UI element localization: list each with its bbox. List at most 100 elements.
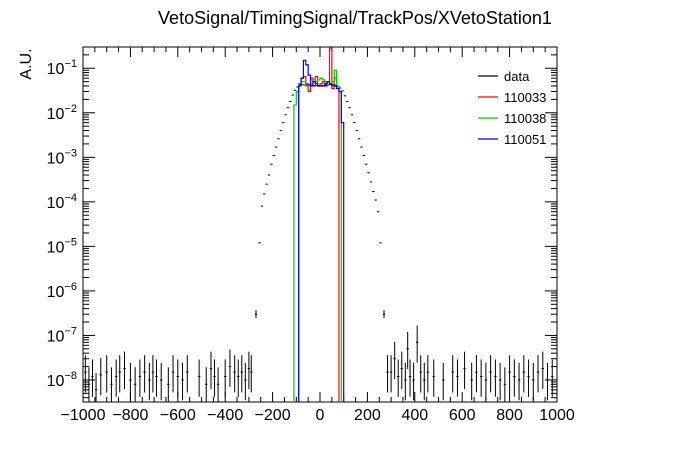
legend-label-110051: 110051 <box>504 132 546 147</box>
data-point <box>393 341 396 380</box>
data-point <box>197 359 201 397</box>
data-point <box>397 359 400 397</box>
legend: data 110033 110038 110051 <box>478 69 546 147</box>
data-point <box>536 355 540 393</box>
data-point <box>522 355 526 393</box>
data-point <box>527 359 530 397</box>
x-tick-label: −200 <box>255 407 291 424</box>
x-tick-label: 400 <box>401 407 428 424</box>
data-point <box>99 357 102 396</box>
data-point <box>404 363 407 401</box>
data-point <box>167 367 170 402</box>
data-point <box>412 363 415 401</box>
data-point <box>551 359 554 397</box>
data-point <box>442 363 445 401</box>
data-point <box>181 363 184 401</box>
data-point <box>244 363 247 401</box>
legend-label-110038: 110038 <box>504 111 546 126</box>
data-point <box>432 359 435 397</box>
data-point <box>138 359 142 397</box>
data-point <box>406 331 409 370</box>
data-point <box>408 359 412 397</box>
data-point <box>213 359 216 397</box>
x-tick-label: 0 <box>316 407 325 424</box>
data-point <box>419 355 422 393</box>
plot-area: −1000 −800 −600 −400 −200 0 200 400 600 800 1000 10… <box>47 46 575 424</box>
data-point <box>489 355 492 393</box>
y-tick-label: 10−5 <box>47 236 77 256</box>
data-point <box>205 367 208 402</box>
data-point <box>176 359 179 397</box>
data-point <box>237 359 240 397</box>
data-point <box>451 355 454 393</box>
y-tick-label: 10−2 <box>47 103 77 123</box>
y-tick-label: 10−6 <box>47 281 77 301</box>
x-tick-label: 200 <box>354 407 381 424</box>
data-point <box>171 355 175 393</box>
data-point <box>129 363 132 401</box>
data-point <box>151 355 155 393</box>
data-point <box>110 367 113 402</box>
data-point <box>508 355 511 393</box>
data-point <box>513 359 516 397</box>
legend-label-data: data <box>504 69 530 84</box>
data-point <box>94 372 98 402</box>
data-point <box>105 355 108 393</box>
data-point <box>254 310 258 319</box>
y-tick-label: 10−3 <box>47 147 77 167</box>
data-point <box>475 355 478 393</box>
data-point <box>87 367 91 402</box>
y-tick-label: 10−1 <box>47 58 77 78</box>
data-point <box>240 355 243 393</box>
data-point <box>541 351 544 389</box>
data-point <box>209 351 213 389</box>
data-point <box>143 355 146 393</box>
data-point <box>426 355 430 393</box>
chart-title: VetoSignal/TimingSignal/TrackPos/XVetoSt… <box>158 8 552 28</box>
x-tick-label: 800 <box>496 407 523 424</box>
y-tick-label: 10−4 <box>47 192 77 212</box>
data-point <box>216 367 220 402</box>
x-tick-label: −1000 <box>61 407 106 424</box>
data-point <box>470 363 473 401</box>
data-point <box>503 367 507 402</box>
data-point <box>546 363 549 401</box>
data-point <box>456 359 459 397</box>
series-110051-line <box>298 59 345 402</box>
data-point <box>389 355 393 393</box>
data-point <box>517 363 521 401</box>
data-point <box>123 351 126 389</box>
data-point <box>415 325 419 363</box>
legend-label-110033: 110033 <box>504 90 546 105</box>
data-point <box>479 359 483 397</box>
data-point <box>463 351 466 389</box>
x-tick-label: 600 <box>449 407 476 424</box>
data-point <box>118 355 121 393</box>
data-point <box>233 355 236 393</box>
x-tick-label: −800 <box>112 407 148 424</box>
y-tick-label: 10−8 <box>47 370 77 390</box>
x-tick-label: −400 <box>207 407 243 424</box>
data-point <box>155 359 158 397</box>
data-point <box>386 355 389 393</box>
data-point <box>133 367 137 402</box>
data-point <box>498 363 502 401</box>
data-point <box>400 351 403 389</box>
data-point <box>532 363 535 401</box>
data-point <box>382 310 386 319</box>
data-point <box>160 363 163 401</box>
x-tick-label: −600 <box>160 407 196 424</box>
data-point <box>84 355 87 393</box>
data-point <box>247 351 251 389</box>
data-point <box>186 355 189 393</box>
data-point <box>484 363 488 401</box>
data-point <box>224 359 227 397</box>
data-point <box>148 363 151 401</box>
y-axis-label: A.U. <box>18 48 35 79</box>
y-tick-label: 10−7 <box>47 325 77 345</box>
data-point <box>250 355 253 393</box>
data-point <box>228 349 232 387</box>
data-point <box>91 359 94 397</box>
